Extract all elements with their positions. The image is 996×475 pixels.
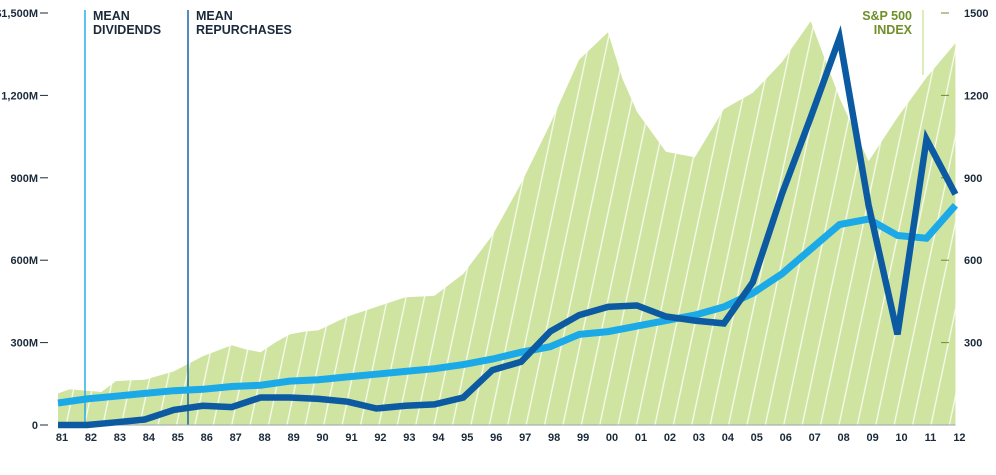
x-axis-tick-label: 03 (693, 432, 705, 444)
sp500-area-layer (58, 21, 956, 425)
x-axis-tick-label: 92 (374, 432, 386, 444)
dividends-line (57, 202, 959, 407)
right-axis-tick-label: 900 (964, 173, 982, 185)
x-axis-tick-label: 10 (895, 432, 907, 444)
x-axis-tick-label: 85 (172, 432, 184, 444)
x-axis-tick-label: 83 (114, 432, 126, 444)
left-axis-tick-label: 0 (32, 420, 38, 432)
x-axis-tick-label: 93 (403, 432, 415, 444)
legend-index-line2: INDEX (874, 23, 913, 37)
left-axis-tick-label: 1,200M (1, 90, 38, 102)
x-axis-tick-label: 05 (751, 432, 763, 444)
x-axis-tick-label: 91 (345, 432, 357, 444)
legend-index-line1: S&P 500 (862, 9, 912, 23)
x-axis-tick-label: 95 (461, 432, 473, 444)
x-axis-tick-label: 90 (316, 432, 328, 444)
legend-dividends: MEAN DIVIDENDS (93, 9, 161, 37)
legend-marker-layer (84, 10, 924, 425)
x-axis-tick-label: 84 (143, 432, 156, 444)
legend-dividends-line2: DIVIDENDS (93, 23, 161, 37)
repurchases-line (58, 25, 959, 429)
x-axis-tick-label: 11 (925, 432, 937, 444)
x-axis-tick-label: 88 (259, 432, 271, 444)
x-axis-tick-label: 82 (85, 432, 97, 444)
x-axis-tick-label: 89 (287, 432, 299, 444)
x-axis-tick-label: 06 (780, 432, 792, 444)
x-axis-tick-label: 97 (519, 432, 531, 444)
x-axis-tick-label: 99 (577, 432, 589, 444)
x-axis-tick-label: 09 (866, 432, 878, 444)
left-axis-tick-label: 600M (10, 255, 38, 267)
x-axis-tick-label: 86 (201, 432, 213, 444)
x-axis-tick-label: 07 (809, 432, 821, 444)
legend-repurchases-line2: REPURCHASES (196, 23, 292, 37)
right-axis-tick-label: 300 (964, 338, 982, 350)
left-axis-tick-label: $1,500M (0, 8, 38, 20)
sp500-area (58, 21, 956, 425)
axis-layer: 0300M600M900M1,200M$1,500M30060090012001… (0, 8, 988, 444)
right-axis-tick-label: 1200 (964, 90, 988, 102)
left-axis-tick-label: 300M (10, 338, 38, 350)
right-axis-tick-label: 1500 (964, 8, 988, 20)
left-axis-tick-label: 900M (10, 173, 38, 185)
legend-dividends-line1: MEAN (93, 9, 130, 23)
x-axis-tick-label: 94 (432, 432, 445, 444)
legend-repurchases: MEAN REPURCHASES (196, 9, 292, 37)
right-axis-tick-label: 600 (964, 255, 982, 267)
x-axis-tick-label: 98 (548, 432, 560, 444)
legend-repurchases-line1: MEAN (196, 9, 233, 23)
series-line-layer (57, 25, 959, 429)
legend-index: S&P 500 INDEX (862, 9, 912, 37)
x-axis-tick-label: 02 (664, 432, 676, 444)
x-axis-tick-label: 04 (722, 432, 735, 444)
x-axis-tick-label: 12 (953, 432, 965, 444)
x-axis-tick-label: 81 (56, 432, 68, 444)
x-axis-tick-label: 96 (490, 432, 502, 444)
x-axis-tick-label: 01 (635, 432, 647, 444)
x-axis-tick-label: 08 (838, 432, 850, 444)
x-axis-tick-label: 87 (230, 432, 242, 444)
x-axis-tick-label: 00 (606, 432, 618, 444)
